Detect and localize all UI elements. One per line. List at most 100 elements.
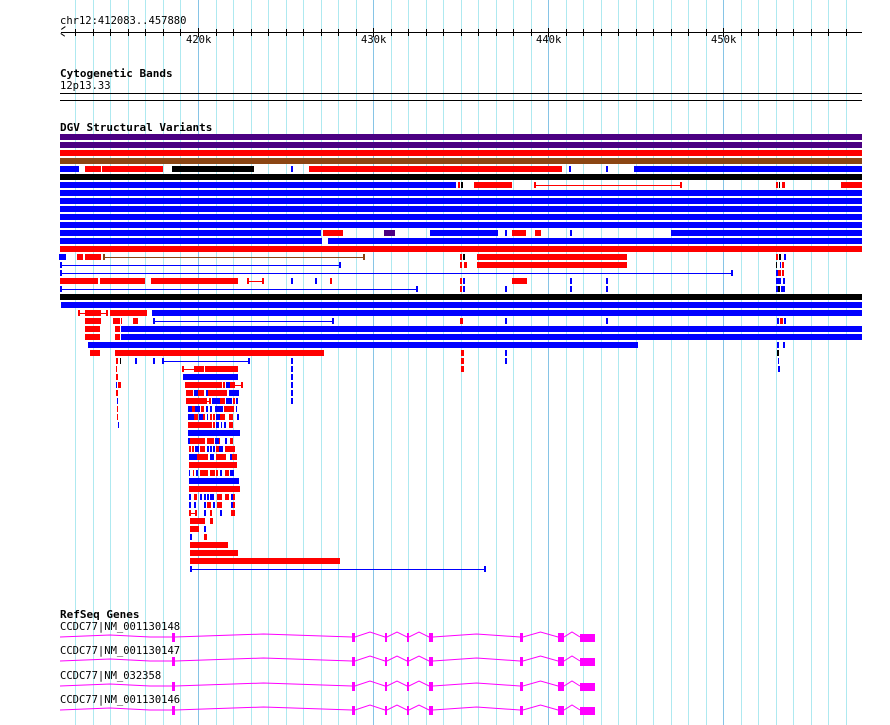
structural-variant[interactable] [229,390,239,396]
structural-variant[interactable] [205,366,238,372]
structural-variant[interactable] [189,494,191,500]
gene-label[interactable]: CCDC77|NM_001130147 [60,645,181,657]
structural-variant[interactable] [90,350,100,356]
structural-variant-span[interactable] [190,569,485,570]
structural-variant[interactable] [225,446,235,452]
structural-variant[interactable] [133,318,138,324]
gene-exon[interactable] [520,657,523,666]
structural-variant[interactable] [116,390,118,396]
structural-variant[interactable] [229,422,233,428]
gene-exon[interactable] [520,682,523,691]
structural-variant[interactable] [190,438,205,444]
structural-variant[interactable] [207,446,209,452]
structural-variant[interactable] [60,198,862,204]
structural-variant[interactable] [460,262,462,268]
structural-variant[interactable] [780,318,783,324]
structural-variant[interactable] [85,334,100,340]
structural-variant[interactable] [460,254,462,260]
structural-variant[interactable] [231,494,233,500]
structural-variant[interactable] [60,142,862,148]
structural-variant[interactable] [102,166,163,172]
structural-variant[interactable] [231,510,235,516]
structural-variant[interactable] [120,358,121,364]
gene-exon[interactable] [172,657,175,666]
structural-variant-span[interactable] [247,281,263,282]
structural-variant[interactable] [153,358,155,364]
structural-variant[interactable] [778,270,781,276]
structural-variant[interactable] [463,278,465,284]
structural-variant[interactable] [315,278,317,284]
structural-variant[interactable] [59,254,66,260]
structural-variant[interactable] [188,406,192,412]
structural-variant[interactable] [194,502,196,508]
structural-variant[interactable] [201,406,204,412]
structural-variant[interactable] [237,414,239,420]
structural-variant[interactable] [309,166,562,172]
structural-variant[interactable] [189,462,237,468]
structural-variant-span[interactable] [60,273,732,274]
structural-variant[interactable] [474,182,512,188]
structural-variant[interactable] [212,398,220,404]
structural-variant[interactable] [569,166,571,172]
structural-variant[interactable] [183,374,238,380]
gene-label[interactable]: CCDC77|NM_001130148 [60,621,181,633]
structural-variant[interactable] [215,438,219,444]
structural-variant[interactable] [199,414,203,420]
gene-exon[interactable] [172,633,175,642]
structural-variant[interactable] [236,406,237,412]
structural-variant[interactable] [461,182,463,188]
structural-variant[interactable] [291,358,293,364]
structural-variant[interactable] [512,278,527,284]
structural-variant[interactable] [100,278,145,284]
gene-exon[interactable] [429,706,433,715]
structural-variant[interactable] [213,414,215,420]
structural-variant[interactable] [216,470,218,476]
structural-variant[interactable] [220,414,225,420]
structural-variant[interactable] [229,414,233,420]
structural-variant[interactable] [110,310,147,316]
structural-variant[interactable] [230,470,234,476]
structural-variant[interactable] [85,318,101,324]
structural-variant-span[interactable] [534,185,681,186]
structural-variant-span[interactable] [162,361,249,362]
structural-variant[interactable] [210,518,213,524]
structural-variant[interactable] [200,494,202,500]
structural-variant[interactable] [77,254,83,260]
structural-variant[interactable] [783,342,785,348]
structural-variant-span[interactable] [60,289,417,290]
structural-variant[interactable] [196,470,198,476]
structural-variant[interactable] [224,422,226,428]
structural-variant[interactable] [225,438,227,444]
structural-variant[interactable] [463,254,465,260]
structural-variant[interactable] [460,286,462,292]
structural-variant[interactable] [505,350,507,356]
gene-exon[interactable] [352,682,355,691]
structural-variant[interactable] [776,262,777,268]
gene-exon[interactable] [580,658,595,666]
structural-variant[interactable] [60,150,862,156]
structural-variant[interactable] [151,278,238,284]
structural-variant[interactable] [460,318,463,324]
structural-variant[interactable] [118,382,121,388]
structural-variant[interactable] [115,326,120,332]
structural-variant[interactable] [223,382,225,388]
structural-variant[interactable] [505,286,507,292]
structural-variant-span[interactable] [60,265,340,266]
structural-variant[interactable] [206,390,208,396]
structural-variant[interactable] [330,278,332,284]
structural-variant[interactable] [190,518,205,524]
gene-exon[interactable] [429,657,433,666]
structural-variant[interactable] [535,230,541,236]
structural-variant[interactable] [226,398,232,404]
structural-variant[interactable] [117,406,118,412]
structural-variant[interactable] [193,470,194,476]
structural-variant-span[interactable] [103,257,364,258]
structural-variant[interactable] [780,262,781,268]
structural-variant-span[interactable] [182,369,195,370]
structural-variant-span[interactable] [205,401,210,402]
structural-variant[interactable] [60,246,862,252]
structural-variant[interactable] [606,278,608,284]
structural-variant[interactable] [779,182,780,188]
structural-variant[interactable] [207,502,211,508]
structural-variant[interactable] [778,286,780,292]
